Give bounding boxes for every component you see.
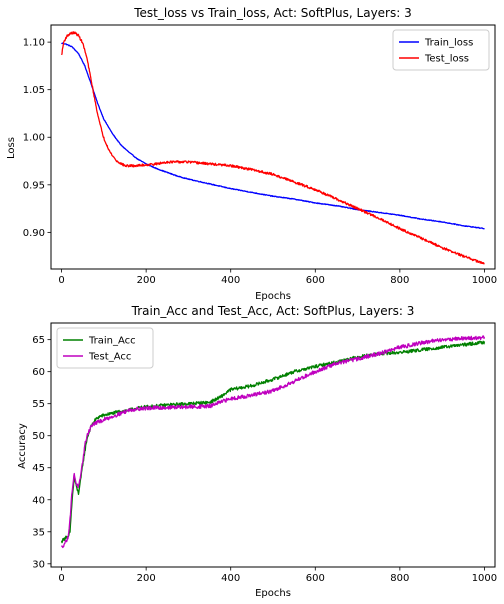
accuracy-chart-legend-box [56, 327, 154, 369]
loss-chart-legend-label-test-loss: Test_loss [424, 54, 469, 65]
accuracy-chart-y-tick-label: 50 [32, 431, 45, 442]
accuracy-chart-x-axis-label: Epochs [255, 588, 291, 599]
accuracy-chart-y-tick-label: 40 [32, 495, 45, 506]
accuracy-chart-legend: Train_Acc Test_Acc [56, 327, 154, 369]
loss-chart-x-axis-label: Epochs [255, 291, 291, 302]
loss-chart-legend: Train_loss Test_loss [392, 29, 490, 71]
accuracy-chart-x-tick-label: 200 [137, 573, 156, 584]
accuracy-chart-ticks: 0 200 400 600 800 1000 30 35 40 45 50 55 60 65 [32, 335, 497, 584]
loss-chart-y-tick-label: 1.05 [23, 85, 45, 96]
loss-chart-ticks: 0 200 400 600 800 1000 0.90 0.95 1.00 1.05 1.10 [23, 38, 497, 286]
accuracy-chart-y-tick-label: 45 [32, 463, 45, 474]
accuracy-chart-x-tick-label: 400 [221, 573, 240, 584]
accuracy-chart-legend-label-test-acc: Test_Acc [88, 352, 131, 363]
loss-chart-y-tick-label: 0.95 [23, 180, 45, 191]
accuracy-chart-y-tick-label: 55 [32, 399, 45, 410]
accuracy-chart-series-train-acc-line [60, 340, 486, 544]
accuracy-chart-title: Train_Acc and Test_Acc, Act: SoftPlus, L… [131, 304, 415, 318]
accuracy-chart-y-tick-label: 65 [32, 335, 45, 346]
loss-chart-x-tick-label: 200 [137, 275, 156, 286]
loss-chart-frame [50, 24, 496, 270]
loss-chart-x-tick-label: 800 [390, 275, 409, 286]
accuracy-chart-series-test-acc-line [60, 335, 486, 549]
loss-chart-y-tick-label: 1.10 [23, 38, 45, 49]
loss-chart-y-tick-label: 1.00 [23, 133, 45, 144]
loss-chart-plot-area [60, 31, 485, 265]
loss-chart-series-train-loss-line [61, 42, 485, 230]
loss-chart-series-test-loss-line [60, 31, 485, 265]
accuracy-chart-x-tick-label: 0 [58, 573, 64, 584]
loss-chart-legend-label-train-loss: Train_loss [424, 38, 473, 49]
loss-chart-y-tick-label: 0.90 [23, 228, 45, 239]
loss-chart-title: Test_loss vs Train_loss, Act: SoftPlus, … [133, 6, 412, 20]
accuracy-chart-x-tick-label: 600 [306, 573, 325, 584]
accuracy-chart-y-tick-label: 30 [32, 559, 45, 570]
accuracy-chart: Train_Acc and Test_Acc, Act: SoftPlus, L… [17, 304, 497, 599]
loss-chart-x-tick-label: 600 [306, 275, 325, 286]
accuracy-chart-x-tick-label: 800 [390, 573, 409, 584]
accuracy-chart-x-tick-label: 1000 [472, 573, 497, 584]
accuracy-chart-y-tick-label: 60 [32, 367, 45, 378]
accuracy-chart-y-tick-label: 35 [32, 527, 45, 538]
loss-chart-x-tick-label: 400 [221, 275, 240, 286]
loss-chart-x-tick-label: 0 [58, 275, 64, 286]
accuracy-chart-legend-label-train-acc: Train_Acc [88, 336, 136, 347]
loss-chart-legend-box [392, 29, 490, 71]
accuracy-chart-plot-area [60, 335, 486, 549]
accuracy-chart-frame [50, 322, 496, 568]
accuracy-chart-y-axis-label: Accuracy [17, 423, 28, 469]
loss-chart-y-axis-label: Loss [6, 137, 17, 159]
loss-chart-x-tick-label: 1000 [472, 275, 497, 286]
loss-chart: Test_loss vs Train_loss, Act: SoftPlus, … [6, 6, 497, 302]
